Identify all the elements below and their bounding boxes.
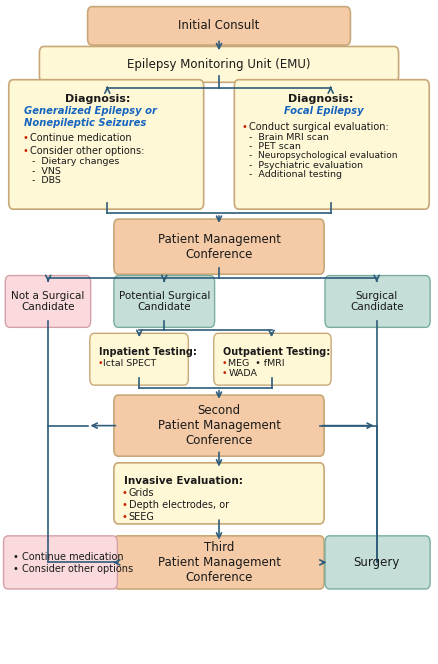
Text: •: • (222, 359, 228, 368)
Text: Outpatient Testing:: Outpatient Testing: (223, 347, 331, 357)
FancyBboxPatch shape (325, 536, 430, 589)
Text: Depth electrodes, or: Depth electrodes, or (129, 500, 229, 510)
Text: MEG  • fMRI: MEG • fMRI (228, 359, 285, 368)
Text: •: • (242, 122, 247, 131)
Text: Diagnosis:: Diagnosis: (288, 94, 353, 104)
Text: SEEG: SEEG (129, 512, 155, 522)
Text: Third
Patient Management
Conference: Third Patient Management Conference (158, 541, 280, 584)
Text: Focal Epilepsy: Focal Epilepsy (284, 106, 364, 116)
Text: -  Additional testing: - Additional testing (249, 170, 342, 179)
Text: •: • (222, 369, 228, 378)
FancyBboxPatch shape (88, 7, 350, 45)
Text: -  VNS: - VNS (32, 167, 60, 176)
Text: •: • (23, 133, 28, 143)
Text: Surgical
Candidate: Surgical Candidate (350, 291, 403, 312)
Text: Consider other options:: Consider other options: (30, 146, 144, 156)
FancyBboxPatch shape (5, 276, 91, 327)
Text: Potential Surgical
Candidate: Potential Surgical Candidate (119, 291, 210, 312)
Text: Generalized Epilepsy or
Nonepileptic Seizures: Generalized Epilepsy or Nonepileptic Sei… (24, 106, 157, 128)
Text: Second
Patient Management
Conference: Second Patient Management Conference (158, 404, 280, 447)
Text: Inpatient Testing:: Inpatient Testing: (99, 347, 196, 357)
Text: •: • (23, 146, 28, 156)
Text: •: • (122, 488, 127, 498)
Text: Not a Surgical
Candidate: Not a Surgical Candidate (11, 291, 85, 312)
FancyBboxPatch shape (4, 536, 117, 589)
Text: -  Brain MRI scan: - Brain MRI scan (249, 133, 328, 142)
Text: •: • (122, 512, 127, 522)
Text: Grids: Grids (129, 488, 154, 498)
FancyBboxPatch shape (114, 536, 324, 589)
Text: Epilepsy Monitoring Unit (EMU): Epilepsy Monitoring Unit (EMU) (127, 58, 311, 71)
Text: Patient Management
Conference: Patient Management Conference (158, 232, 280, 261)
Text: Invasive Evaluation:: Invasive Evaluation: (124, 476, 242, 486)
FancyBboxPatch shape (9, 80, 204, 209)
Text: Conduct surgical evaluation:: Conduct surgical evaluation: (249, 122, 389, 131)
Text: •: • (122, 500, 127, 510)
Text: -  Psychiatric evaluation: - Psychiatric evaluation (249, 161, 363, 170)
Text: Diagnosis:: Diagnosis: (65, 94, 130, 104)
FancyBboxPatch shape (114, 276, 215, 327)
Text: •: • (97, 359, 103, 368)
FancyBboxPatch shape (39, 46, 399, 82)
Text: Continue medication: Continue medication (30, 133, 131, 143)
FancyBboxPatch shape (214, 333, 331, 385)
Text: -  PET scan: - PET scan (249, 142, 300, 151)
Text: -  Neuropsychological evaluation: - Neuropsychological evaluation (249, 151, 397, 161)
Text: Initial Consult: Initial Consult (178, 19, 260, 33)
Text: -  DBS: - DBS (32, 176, 60, 185)
Text: Ictal SPECT: Ictal SPECT (103, 359, 157, 368)
FancyBboxPatch shape (114, 219, 324, 274)
Text: • Continue medication: • Continue medication (13, 552, 124, 562)
Text: • Consider other options: • Consider other options (13, 564, 133, 574)
FancyBboxPatch shape (234, 80, 429, 209)
FancyBboxPatch shape (114, 463, 324, 524)
FancyBboxPatch shape (325, 276, 430, 327)
FancyBboxPatch shape (90, 333, 188, 385)
Text: WADA: WADA (228, 369, 257, 378)
FancyBboxPatch shape (114, 395, 324, 456)
Text: Surgery: Surgery (353, 556, 400, 569)
Text: -  Dietary changes: - Dietary changes (32, 157, 119, 167)
